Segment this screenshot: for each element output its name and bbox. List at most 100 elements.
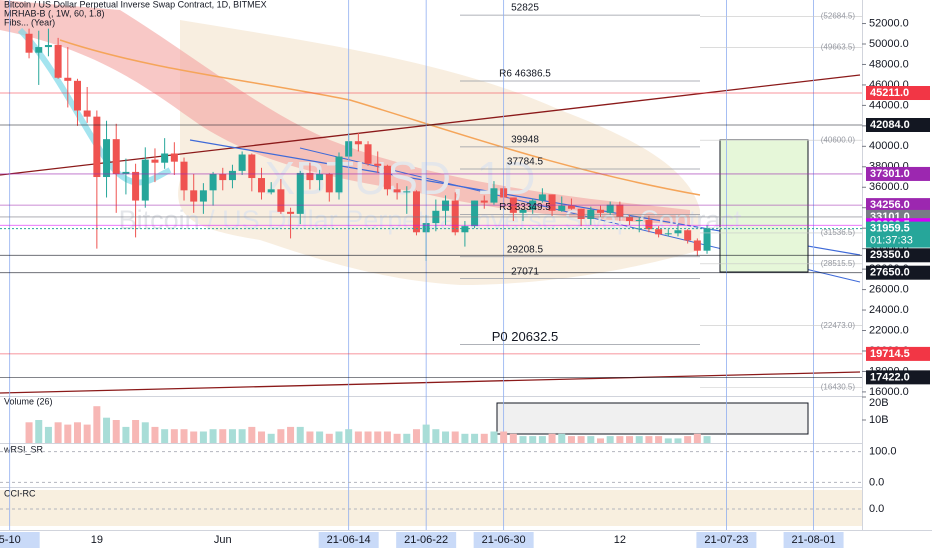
volume-bar [703,436,711,443]
candle-body [44,45,52,48]
volume-bar [412,429,420,443]
volume-bar [325,433,333,443]
candle-body [664,233,672,235]
candle-body [693,240,701,251]
volume-bar [674,438,682,443]
candle-body [132,171,140,201]
x-tick-box [473,532,534,548]
volume-bar [606,436,614,443]
candle-body [364,144,372,164]
candle-body [538,194,546,201]
candle-body [655,229,663,235]
candle-body [122,171,130,174]
volume-bar [645,436,653,443]
volume-bar [44,426,52,443]
cci-tick-label: 0.0 [869,503,884,515]
last-price-label: 31959.5 [870,223,910,235]
volume-bar [635,436,643,443]
x-tick-box [396,532,457,548]
volume-bar [626,436,634,443]
candle-body [199,190,207,202]
candle-body [161,153,169,163]
volume-bar [25,422,33,443]
x-tick-label: 21-07-23 [704,534,748,546]
candle-body [296,172,304,214]
volume-bar [383,431,391,443]
candle-body [325,173,333,193]
candle-body [209,173,217,191]
volume-bar [258,431,266,443]
candle-body [403,191,411,193]
candle-body [703,228,711,251]
volume-bar [35,420,43,443]
volume-bar [461,433,469,443]
volume-bar [364,431,372,443]
candle-body [567,205,575,209]
candle-body [35,47,43,53]
fib-label: 29208.5 [507,244,544,255]
candle-body [93,116,101,178]
volume-bar [161,429,169,443]
panel-divider [0,530,932,531]
x-tick-label: 21-06-30 [482,534,526,546]
candle-body [519,209,527,213]
volume-bar [451,431,459,443]
candle-body [393,189,401,193]
candle-body [442,200,450,211]
volume-bar [432,429,440,443]
candle-body [412,191,420,233]
volume-bar [316,431,324,443]
candle-body [645,220,653,230]
candle-body [238,154,246,171]
candle-body [228,170,236,181]
level-label: 27650.0 [870,267,910,279]
x-tick-label: 21-08-01 [792,534,836,546]
level-label-box [866,166,930,181]
fib-label: P0 20632.5 [492,329,559,344]
fib-label: R6 46386.5 [499,69,551,80]
candle-body [354,141,362,145]
header-indicator: MRHAB-B (, 1W, 60, 1.8) [4,8,105,18]
plot [25,14,711,345]
level-label-box [866,198,930,213]
volume-bar [122,426,130,443]
volume-bar [567,436,575,443]
volume-bar [345,429,353,443]
side-level-label: (49663.5) [821,43,856,52]
y-tick-label: 26000.0 [869,283,909,295]
side-level-label: (28515.5) [821,259,856,268]
candle-body [141,159,149,201]
side-level-label: (40600.0) [821,135,856,144]
candle-body [258,178,266,193]
volume-bar [480,433,488,443]
candle-body [616,204,624,217]
volume-bar [151,426,159,443]
volume-bar [471,433,479,443]
candle-body [451,200,459,233]
candle-body [587,209,595,219]
volume-bar [354,431,362,443]
panel-divider [0,396,862,397]
volume-title: Volume (26) [4,396,53,406]
candle-body [151,159,159,163]
header-title: Bitcoin / US Dollar Perpetual Inverse Sw… [4,0,267,9]
volume-bar [519,436,527,443]
candle-body [471,200,479,227]
candle-body [73,80,81,111]
level-label-box [866,86,930,101]
level-label-box [866,265,930,280]
volume-bar [296,426,304,443]
y-tick-label: 16000.0 [869,386,909,398]
volume-tick-label: 10B [869,414,889,426]
volume-bar [132,420,140,443]
candle-body [558,205,566,211]
level-label-box [866,370,930,385]
volume-bar [228,429,236,443]
volume-bar [587,436,595,443]
volume-box [496,402,809,435]
volume-bar [112,420,120,443]
volume-bar [277,429,285,443]
candle-body [103,139,111,178]
volume-bar [103,417,111,443]
